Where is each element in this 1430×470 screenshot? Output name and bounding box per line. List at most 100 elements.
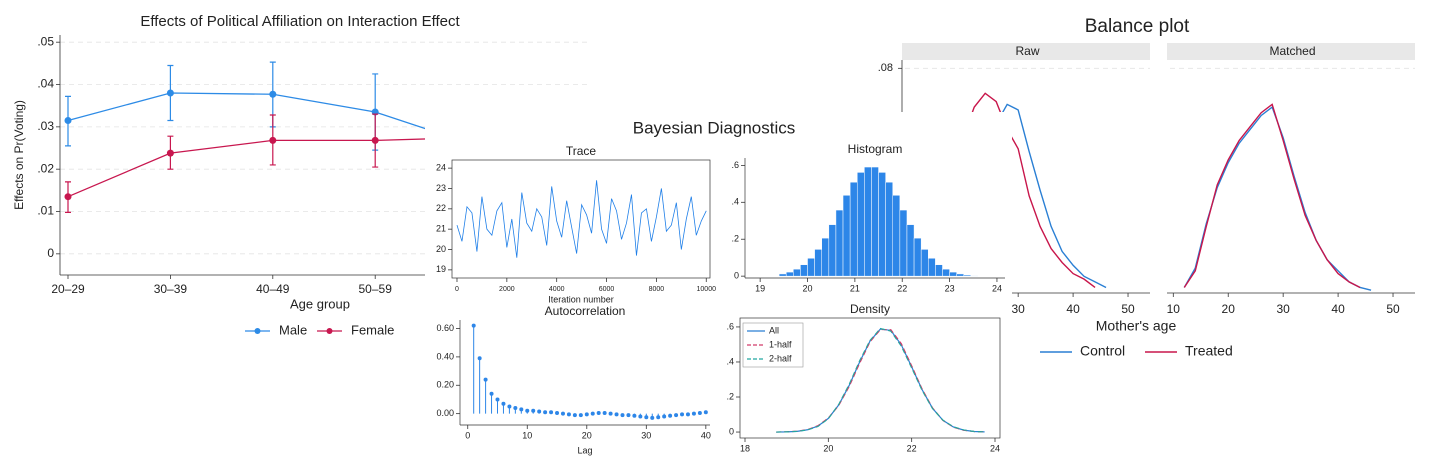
y-tick-label: .4: [726, 356, 734, 366]
stem-marker: [489, 391, 494, 396]
legend-label: Control: [1080, 343, 1125, 359]
x-tick-label: 40: [701, 430, 711, 440]
stem-marker: [602, 410, 607, 415]
x-tick-label: 40: [1331, 302, 1345, 316]
histogram-bar: [842, 195, 851, 277]
facet-title: Raw: [1015, 44, 1039, 58]
panel-title: Density: [850, 302, 890, 316]
histogram-bar: [821, 237, 830, 277]
histogram-bar: [778, 273, 787, 277]
stem-marker: [626, 413, 631, 418]
stem-marker: [531, 408, 536, 413]
diagnostics-plot: Bayesian Diagnostics Trace 19 20 21 22 23 24 0 20…: [425, 112, 1012, 470]
y-tick-label: 20: [436, 244, 446, 254]
x-axis-title: Iteration number: [548, 294, 614, 304]
x-axis-title: Lag: [577, 445, 592, 455]
panel-frame: [739, 317, 1001, 439]
stem-marker: [584, 412, 589, 417]
x-tick-label: 23: [945, 283, 955, 293]
y-tick-label: 0.00: [436, 408, 454, 418]
stem-marker: [537, 409, 542, 414]
stem-marker: [596, 410, 601, 415]
histogram-bar: [828, 224, 837, 277]
y-tick-label: 0.40: [436, 351, 454, 361]
histogram-bar: [963, 274, 972, 277]
histogram-bar: [956, 273, 965, 277]
x-tick-label: 18: [740, 443, 750, 453]
density-line: [1183, 103, 1361, 289]
histogram-bar: [814, 249, 822, 277]
y-tick-label: .2: [731, 234, 739, 244]
y-tick-label: 23: [436, 183, 446, 193]
histogram-bar: [800, 264, 808, 277]
histogram-bar: [942, 268, 950, 277]
stem-marker: [578, 413, 583, 418]
x-tick-label: 40–49: [256, 282, 290, 296]
histogram-bar: [878, 172, 886, 277]
facet-title: Matched: [1269, 44, 1315, 58]
histogram-bar: [885, 181, 894, 277]
y-tick-label: 22: [436, 203, 446, 213]
panel-title: Autocorrelation: [545, 304, 626, 318]
stem-marker: [549, 410, 554, 415]
legend-label: Treated: [1185, 343, 1233, 359]
stem-marker: [620, 413, 625, 418]
y-tick-label: .6: [731, 160, 739, 170]
stem-marker: [662, 414, 667, 419]
x-tick-label: 30: [1011, 302, 1025, 316]
x-tick-label: 0: [455, 286, 459, 293]
y-tick-label: 21: [436, 224, 446, 234]
histogram-bar: [899, 209, 908, 277]
stem-marker: [566, 412, 571, 417]
x-tick-label: 4000: [549, 286, 565, 293]
histogram-bar: [856, 172, 865, 277]
legend-marker: [254, 328, 261, 334]
y-tick-label: .4: [731, 197, 739, 207]
legend-label: 1-half: [769, 339, 792, 349]
y-tick-label: 24: [436, 163, 446, 173]
x-axis-title: Mother's age: [1096, 318, 1177, 334]
stem-marker: [608, 411, 613, 416]
histogram-bar: [835, 209, 844, 277]
stem-marker: [483, 377, 488, 382]
x-tick-label: 19: [755, 283, 765, 293]
facet-strip: [1167, 43, 1415, 60]
histogram-bar: [970, 275, 979, 277]
histogram-bar: [906, 224, 915, 277]
stem-marker: [525, 408, 530, 413]
stem-marker: [614, 412, 619, 417]
stem-marker: [501, 401, 506, 406]
stem-marker: [477, 356, 482, 361]
histogram-bar: [785, 271, 794, 277]
x-tick-label: 20: [803, 283, 813, 293]
marker: [269, 90, 277, 98]
x-tick-label: 30: [641, 430, 651, 440]
x-tick-label: 2000: [499, 286, 515, 293]
legend-label: Male: [279, 322, 307, 337]
y-tick-label: 0.20: [436, 380, 454, 390]
histogram-bar: [920, 249, 929, 277]
stem-marker: [555, 410, 560, 415]
stem-marker: [560, 411, 565, 416]
x-tick-label: 20: [823, 443, 833, 453]
stem-marker: [644, 415, 649, 420]
x-tick-label: 20: [1222, 302, 1236, 316]
x-tick-label: 10: [1167, 302, 1181, 316]
histogram-bar: [935, 264, 943, 277]
chart-title: Effects of Political Affiliation on Inte…: [140, 13, 460, 30]
stem-marker: [685, 412, 690, 417]
histogram-bar: [949, 271, 957, 277]
y-tick-label: .04: [37, 77, 54, 91]
x-tick-label: 6000: [599, 286, 615, 293]
stem-marker: [471, 323, 476, 328]
x-tick-label: 20: [582, 430, 592, 440]
stem-marker: [590, 411, 595, 416]
marker: [371, 136, 379, 144]
histogram-bar: [871, 166, 879, 277]
stem-marker: [632, 413, 637, 418]
marker: [64, 117, 72, 125]
histogram-bar: [864, 166, 872, 277]
marker: [64, 193, 72, 201]
x-tick-label: 22: [897, 283, 907, 293]
